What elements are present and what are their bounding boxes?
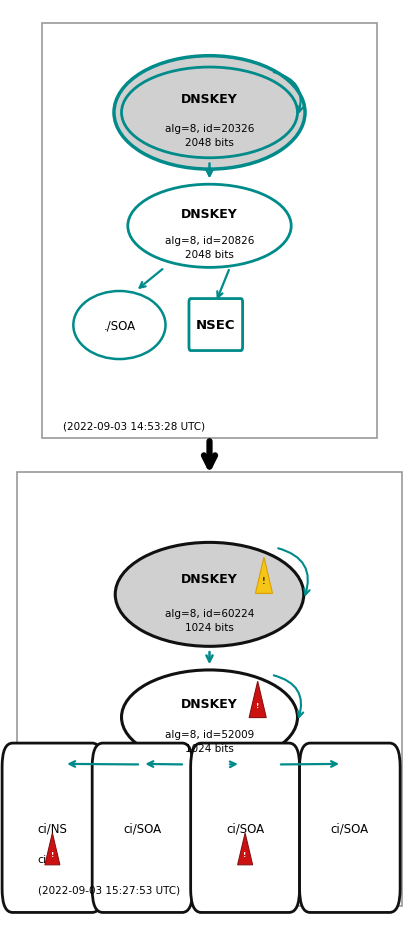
Text: DNSKEY: DNSKEY [181,697,238,710]
FancyBboxPatch shape [17,472,402,906]
Polygon shape [238,834,253,865]
FancyBboxPatch shape [300,743,400,913]
Text: (2022-09-03 15:27:53 UTC): (2022-09-03 15:27:53 UTC) [38,885,180,895]
Text: !: ! [262,577,266,586]
Ellipse shape [73,292,166,360]
Ellipse shape [114,57,305,170]
Text: NSEC: NSEC [196,319,235,331]
Ellipse shape [122,670,297,765]
Ellipse shape [122,68,297,159]
Text: .: . [63,417,67,428]
Text: ci/SOA: ci/SOA [331,821,369,834]
Text: (2022-09-03 14:53:28 UTC): (2022-09-03 14:53:28 UTC) [63,421,205,431]
FancyBboxPatch shape [189,299,243,351]
Text: DNSKEY: DNSKEY [181,208,238,221]
FancyBboxPatch shape [191,743,300,913]
Text: ci/NS: ci/NS [37,821,67,834]
Text: alg=8, id=60224
1024 bits: alg=8, id=60224 1024 bits [165,609,254,632]
Text: ./SOA: ./SOA [103,319,135,332]
Text: !: ! [51,851,54,857]
Text: !: ! [243,851,247,857]
Text: DNSKEY: DNSKEY [181,573,238,585]
Polygon shape [249,682,266,717]
Text: ci/SOA: ci/SOA [226,821,264,834]
Text: !: ! [256,702,259,708]
FancyBboxPatch shape [42,24,377,439]
Text: DNSKEY: DNSKEY [181,93,238,106]
Text: alg=8, id=20326
2048 bits: alg=8, id=20326 2048 bits [165,124,254,148]
Text: ci/SOA: ci/SOA [124,821,161,834]
Polygon shape [256,558,272,594]
Text: alg=8, id=20826
2048 bits: alg=8, id=20826 2048 bits [165,235,254,260]
Text: ci: ci [38,853,47,864]
Polygon shape [45,834,60,865]
Ellipse shape [115,543,304,647]
Text: alg=8, id=52009
1024 bits: alg=8, id=52009 1024 bits [165,729,254,753]
FancyBboxPatch shape [2,743,103,913]
Ellipse shape [128,185,291,268]
FancyBboxPatch shape [92,743,193,913]
